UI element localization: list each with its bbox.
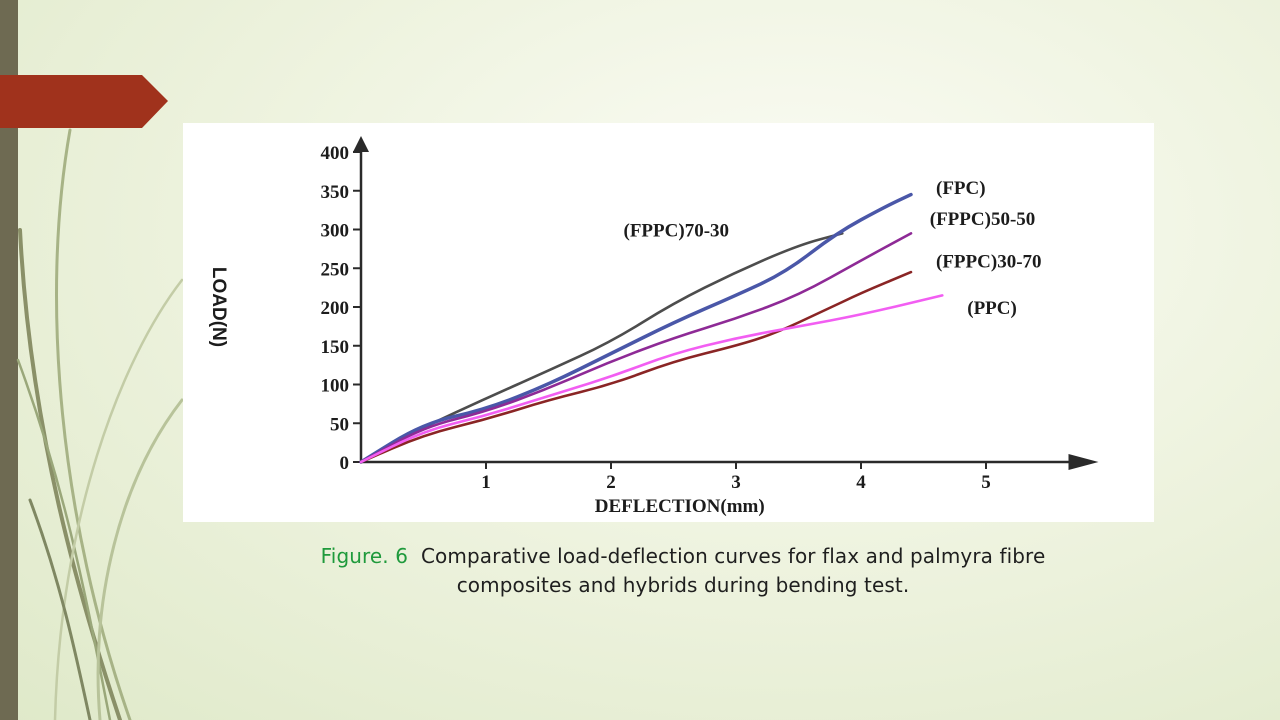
chart-axes [353,136,1099,470]
series-lines [359,192,944,464]
y-tick-label: 200 [321,298,350,319]
series-label-4: (FPPC)30-70 [936,252,1042,273]
series-label-1: (FPPC)70-30 [624,221,730,242]
series-line-5 [359,294,944,464]
caption-line-1: Figure. 6 Comparative load-deflection cu… [183,542,1183,571]
series-line-3 [359,232,913,464]
sidebar-stripe [0,0,18,720]
series-line-4 [359,270,913,464]
x-tick-label: 4 [856,472,866,493]
caption-line-2: composites and hybrids during bending te… [456,573,910,597]
y-tick-label: 100 [321,376,350,397]
y-axis-arrow [353,136,369,152]
y-axis-label: LOAD(N) [208,267,229,347]
y-tick-label: 0 [340,453,350,474]
y-tick-label: 50 [330,414,349,435]
y-tick-label: 350 [321,182,350,203]
x-tick-label: 1 [481,472,491,493]
y-tick-label: 150 [321,337,350,358]
y-tick-label: 400 [321,143,350,164]
figure-caption: Figure. 6 Comparative load-deflection cu… [183,542,1183,600]
y-axis-ticks: 0 50 100 150 200 250 300 350 400 [321,143,361,474]
series-labels: (FPPC)70-30 (FPC) (FPPC)50-50 (FPPC)30-70 (P… [624,178,1042,319]
series-line-1 [359,232,844,464]
y-tick-label: 250 [321,259,350,280]
load-deflection-chart: 0 50 100 150 200 250 300 350 400 1 2 3 4 5 (FPPC)70-… [208,136,1099,517]
series-label-5: (PPC) [967,298,1017,319]
accent-tab [0,75,168,128]
x-tick-label: 3 [731,472,741,493]
x-axis-arrow [1068,454,1099,470]
chart-panel: 0 50 100 150 200 250 300 350 400 1 2 3 4 5 (FPPC)70-… [183,123,1154,522]
y-tick-label: 300 [321,221,350,242]
decorative-swooshes [16,128,184,720]
series-line-2 [359,192,913,464]
series-label-3: (FPPC)50-50 [930,209,1036,230]
accent-tab-shape [0,75,168,128]
x-tick-label: 5 [981,472,991,493]
figure-label: Figure. 6 [320,544,409,568]
x-axis-label: DEFLECTION(mm) [595,496,765,517]
x-tick-label: 2 [606,472,616,493]
caption-text-1: Comparative load-deflection curves for f… [420,544,1046,568]
x-axis-ticks: 1 2 3 4 5 [481,462,991,493]
series-label-2: (FPC) [936,178,986,199]
